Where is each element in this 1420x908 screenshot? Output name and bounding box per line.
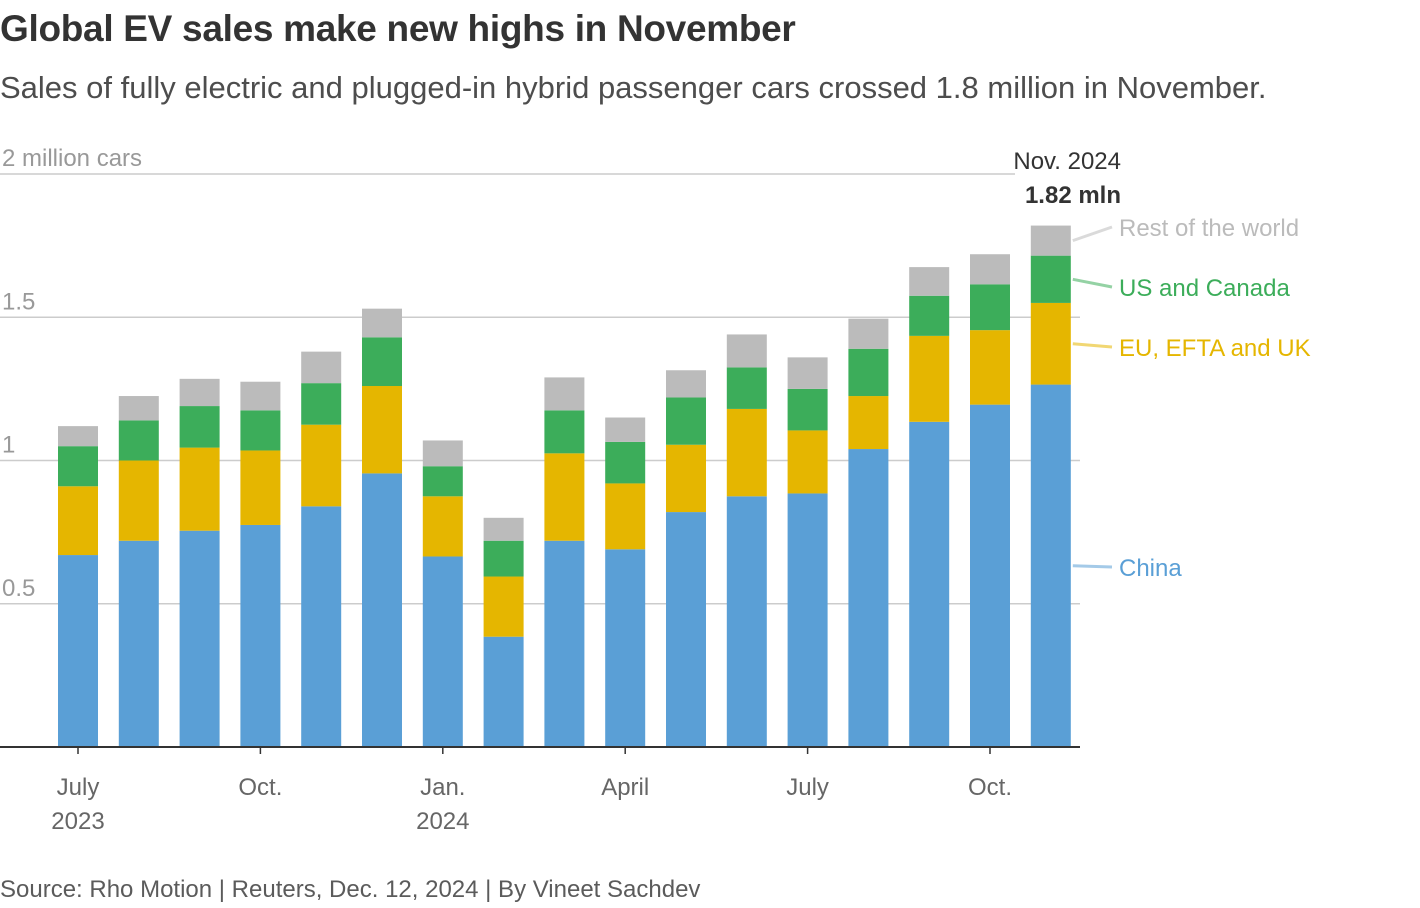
bar-segment (1030, 384, 1071, 747)
series-label: Rest of the world (1119, 215, 1299, 242)
bar-segment (970, 404, 1010, 747)
bar-segment (179, 447, 220, 531)
bar-segment (422, 496, 463, 557)
bar-segment (787, 430, 828, 494)
bar-segment (240, 524, 281, 747)
series-label-leader (1072, 277, 1113, 289)
chart-subtitle: Sales of fully electric and plugged-in h… (0, 70, 1267, 105)
bar-segment (58, 446, 98, 487)
x-tick-label: 2024 (416, 808, 469, 835)
bar-segment (909, 335, 950, 422)
annotation-period: Nov. 2024 (1013, 148, 1121, 175)
bar-segment (726, 496, 767, 747)
bar-segment (362, 308, 402, 338)
x-tick-label: July (786, 774, 829, 801)
series-label-leader (1072, 225, 1113, 243)
bar-segment (970, 284, 1010, 331)
x-tick-label: Oct. (968, 774, 1012, 801)
bar-segment (544, 377, 585, 411)
x-tick-label: July (57, 774, 100, 801)
series-label-leader (1072, 342, 1113, 349)
bar-segment (787, 493, 828, 747)
bar-segment (1030, 225, 1071, 256)
y-tick-label: 1 (2, 432, 15, 459)
bar-segment (970, 330, 1010, 405)
bar-segment (483, 636, 524, 747)
bar-segment (362, 337, 402, 387)
bar-segment (666, 370, 706, 398)
bar-segment (118, 460, 159, 541)
x-axis: July 2023 Oct. Jan. 2024 April July Oct. (0, 746, 1080, 835)
bar-segment (118, 396, 159, 421)
bars (58, 225, 1071, 747)
bar-segment (301, 506, 342, 747)
bar-segment (58, 426, 98, 447)
bar-segment (483, 540, 524, 577)
bar-segment (362, 386, 402, 474)
bar-segment (58, 555, 98, 747)
bar-segment (605, 441, 646, 484)
bar-segment (848, 396, 889, 450)
bar-segment (483, 517, 524, 541)
source-note: Source: Rho Motion | Reuters, Dec. 12, 2… (0, 876, 701, 903)
bar-segment (666, 512, 706, 747)
series-label: EU, EFTA and UK (1119, 335, 1311, 362)
bar-segment (179, 530, 220, 747)
bar-segment (666, 444, 706, 513)
bar-segment (58, 486, 98, 556)
bar-segment (787, 357, 828, 389)
chart-title: Global EV sales make new highs in Novemb… (0, 8, 796, 49)
bar-segment (605, 483, 646, 550)
annotation-value: 1.82 mln (1025, 182, 1121, 209)
bar-segment (909, 421, 950, 747)
x-tick-label: 2023 (51, 808, 104, 835)
bar-segment (605, 417, 646, 442)
bar-segment (301, 383, 342, 425)
x-tick-label: Jan. (420, 774, 465, 801)
y-tick-label: 0.5 (2, 575, 35, 602)
x-tick-label: April (601, 774, 649, 801)
x-tick-label: Oct. (238, 774, 282, 801)
bar-segment (240, 410, 281, 451)
y-tick-label: 2 million cars (2, 145, 142, 172)
bar-segment (240, 381, 281, 411)
bar-segment (483, 576, 524, 637)
bar-segment (909, 295, 950, 336)
bar-segment (726, 367, 767, 409)
bar-segment (118, 420, 159, 461)
series-label: China (1119, 555, 1182, 582)
bar-segment (301, 424, 342, 507)
bar-segment (422, 440, 463, 467)
bar-segment (970, 254, 1010, 285)
bar-segment (422, 466, 463, 497)
bar-segment (726, 334, 767, 368)
y-tick-label: 1.5 (2, 288, 35, 315)
bar-segment (1030, 302, 1071, 385)
peak-annotation: Nov. 2024 1.82 mln (1013, 148, 1121, 209)
bar-segment (848, 449, 889, 747)
series-labels: China EU, EFTA and UK US and Canada Rest of… (1072, 215, 1311, 582)
bar-segment (544, 410, 585, 454)
bar-segment (179, 406, 220, 448)
bar-segment (301, 351, 342, 384)
bar-segment (544, 453, 585, 541)
bar-segment (848, 348, 889, 397)
bar-segment (240, 450, 281, 525)
series-label-leader (1072, 564, 1113, 569)
bar-segment (726, 408, 767, 497)
bar-segment (362, 473, 402, 747)
bar-segment (1030, 255, 1071, 303)
bar-segment (118, 540, 159, 747)
bar-segment (422, 556, 463, 747)
bar-segment (605, 549, 646, 747)
bar-segment (787, 388, 828, 431)
bar-segment (848, 318, 889, 349)
bar-segment (544, 540, 585, 747)
bar-segment (179, 378, 220, 407)
series-label: US and Canada (1119, 275, 1290, 302)
bar-segment (666, 397, 706, 445)
bar-segment (909, 267, 950, 296)
